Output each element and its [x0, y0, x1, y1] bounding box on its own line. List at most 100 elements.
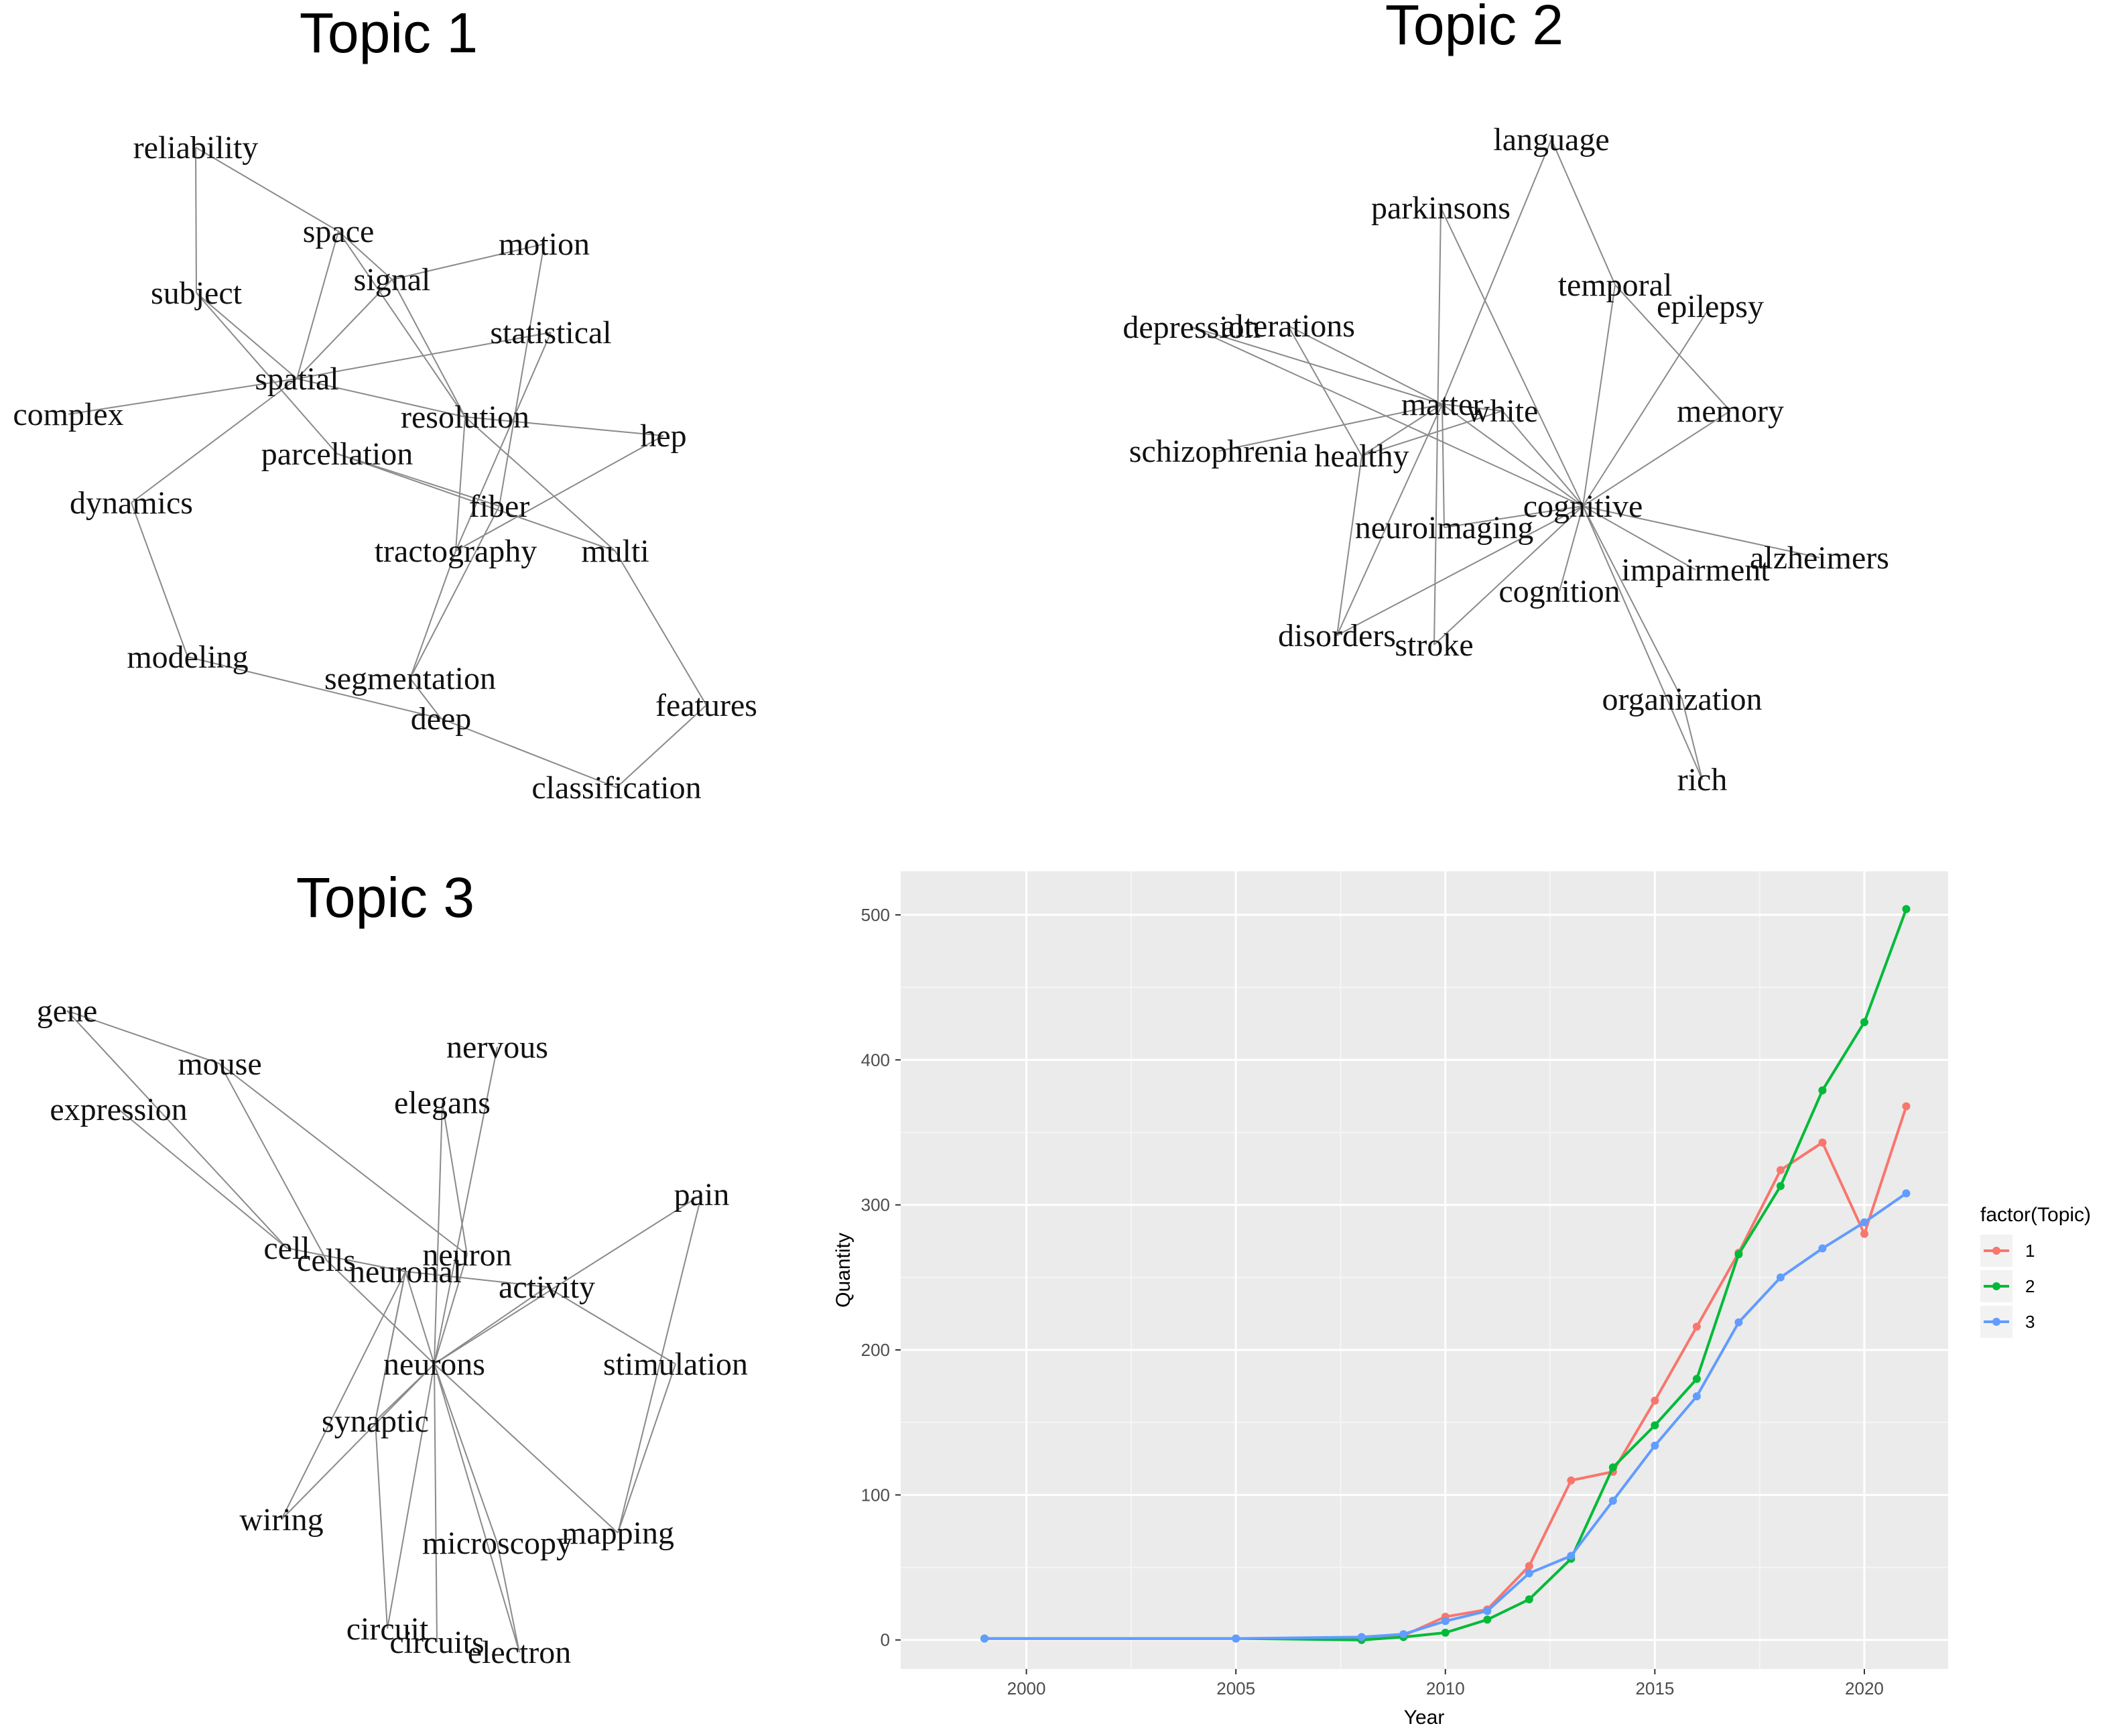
- topic2-edge: [1582, 410, 1731, 507]
- topic2-edge: [1218, 404, 1443, 452]
- topic1-edge: [615, 550, 707, 706]
- topic1-edge: [296, 279, 393, 379]
- topic3-node-circuits: circuits: [389, 1625, 484, 1660]
- topic1-node-multi: multi: [581, 534, 649, 569]
- y-tick-label: 400: [861, 1050, 890, 1070]
- topic2-edge: [1681, 698, 1703, 780]
- topic1-edges: [68, 147, 707, 788]
- legend-label-1: 1: [2025, 1241, 2035, 1261]
- topic3-edge: [617, 1194, 702, 1534]
- topic1-node-spatial: spatial: [255, 361, 338, 397]
- x-tick-label: 2020: [1845, 1678, 1884, 1698]
- x-axis-title: Year: [1404, 1707, 1445, 1729]
- series-2-point: [1483, 1615, 1492, 1624]
- topic1-node-fiber: fiber: [469, 489, 530, 524]
- topic2-node-rich: rich: [1677, 762, 1728, 798]
- series-2-point: [1651, 1421, 1659, 1430]
- x-tick-label: 2015: [1635, 1678, 1674, 1698]
- topic2-node-language: language: [1493, 122, 1609, 158]
- series-3-point: [1608, 1497, 1617, 1505]
- topic2-node-white: white: [1467, 393, 1539, 429]
- topic1-edge: [131, 502, 188, 658]
- x-tick-label: 2005: [1216, 1678, 1255, 1698]
- topic1-network: Topic 1 reliability space signal motion subj…: [13, 1, 757, 806]
- topic3-edge: [405, 1271, 548, 1288]
- topic2-edge: [1582, 505, 1683, 700]
- topic2-node-impairment: impairment: [1621, 552, 1770, 588]
- topic1-node-dynamics: dynamics: [70, 485, 193, 521]
- topic2-title: Topic 2: [1385, 0, 1563, 56]
- y-tick-label: 200: [861, 1340, 890, 1360]
- topic3-node-gene: gene: [37, 993, 98, 1029]
- topic1-edge: [296, 378, 466, 418]
- topic2-node-cognitive: cognitive: [1523, 489, 1643, 524]
- topic1-title: Topic 1: [300, 1, 478, 64]
- series-2-point: [1860, 1018, 1868, 1027]
- topic1-node-subject: subject: [151, 275, 243, 311]
- topic1-edge: [440, 718, 617, 788]
- topic2-edge: [1440, 207, 1584, 507]
- topic2-node-stroke: stroke: [1395, 627, 1473, 663]
- topic1-node-segmentation: segmentation: [324, 661, 496, 696]
- series-2-point: [1818, 1086, 1827, 1095]
- topic3-node-mouse: mouse: [178, 1046, 261, 1082]
- legend-key-point-2: [1992, 1282, 2000, 1290]
- series-2-point: [1776, 1182, 1785, 1190]
- topic1-node-modeling: modeling: [127, 639, 248, 675]
- topic3-edge: [617, 1363, 676, 1534]
- topic2-edge: [1191, 326, 1584, 507]
- topic1-edge: [464, 416, 664, 436]
- topic2-edge: [1287, 325, 1443, 405]
- series-3-point: [1818, 1244, 1827, 1253]
- topic3-node-neuronal: neuronal: [349, 1254, 462, 1290]
- topic3-edge: [66, 1010, 220, 1064]
- topic3-node-stimulation: stimulation: [603, 1347, 748, 1382]
- topic1-node-tractography: tractography: [375, 534, 537, 569]
- topic3-node-cells: cells: [297, 1243, 356, 1278]
- topic3-node-mapping: mapping: [562, 1515, 674, 1551]
- topic2-edge: [1361, 404, 1443, 456]
- legend: factor(Topic) 1 2 3: [1980, 1204, 2091, 1338]
- topic3-edge: [286, 1247, 406, 1272]
- topic1-edge: [296, 231, 339, 379]
- series-3-point: [1232, 1634, 1240, 1643]
- topic2-node-cognition: cognition: [1498, 574, 1620, 609]
- topic1-node-space: space: [303, 214, 375, 249]
- series-1-point: [1860, 1229, 1868, 1238]
- topic2-edge: [1582, 505, 1696, 570]
- topic3-node-elegans: elegans: [394, 1085, 491, 1121]
- topic2-edge: [1442, 404, 1503, 412]
- topic1-node-classification: classification: [531, 770, 701, 806]
- topic1-edge: [409, 505, 500, 679]
- series-1-point: [1776, 1166, 1785, 1174]
- y-axis: 0 100 200 300 400 500: [861, 905, 901, 1650]
- topic3-node-circuit: circuit: [346, 1611, 429, 1647]
- topic1-node-statistical: statistical: [490, 315, 611, 351]
- topic1-edge: [391, 243, 545, 280]
- y-tick-label: 300: [861, 1195, 890, 1215]
- topic2-edge: [1442, 139, 1552, 405]
- legend-keys: 1 2 3: [1980, 1235, 2035, 1338]
- topic2-node-matter: matter: [1401, 387, 1484, 422]
- topic1-edge: [336, 453, 500, 507]
- topic2-node-disorders: disorders: [1278, 618, 1396, 654]
- topic3-network: Topic 3 gene mouse nervous expression elegan…: [37, 866, 748, 1670]
- topic3-node-synaptic: synaptic: [322, 1404, 429, 1439]
- topic1-edge: [616, 704, 707, 788]
- topic3-node-neurons: neurons: [383, 1347, 485, 1382]
- topic2-node-alzheimers: alzheimers: [1750, 540, 1889, 576]
- topic1-node-complex: complex: [13, 397, 123, 432]
- topic2-edge: [1191, 326, 1443, 405]
- topic3-node-microscopy: microscopy: [422, 1526, 572, 1561]
- topic2-edge: [1582, 306, 1711, 507]
- topic3-node-expression: expression: [50, 1092, 187, 1127]
- y-axis-title: Quantity: [832, 1233, 854, 1308]
- series-3-point: [1651, 1441, 1659, 1450]
- series-2-point: [1608, 1463, 1617, 1472]
- topic3-node-activity: activity: [499, 1269, 595, 1305]
- topic1-node-parcellation: parcellation: [261, 436, 413, 472]
- topic2-edge: [1582, 505, 1703, 780]
- series-3-point: [1441, 1617, 1450, 1625]
- x-tick-label: 2010: [1426, 1678, 1465, 1698]
